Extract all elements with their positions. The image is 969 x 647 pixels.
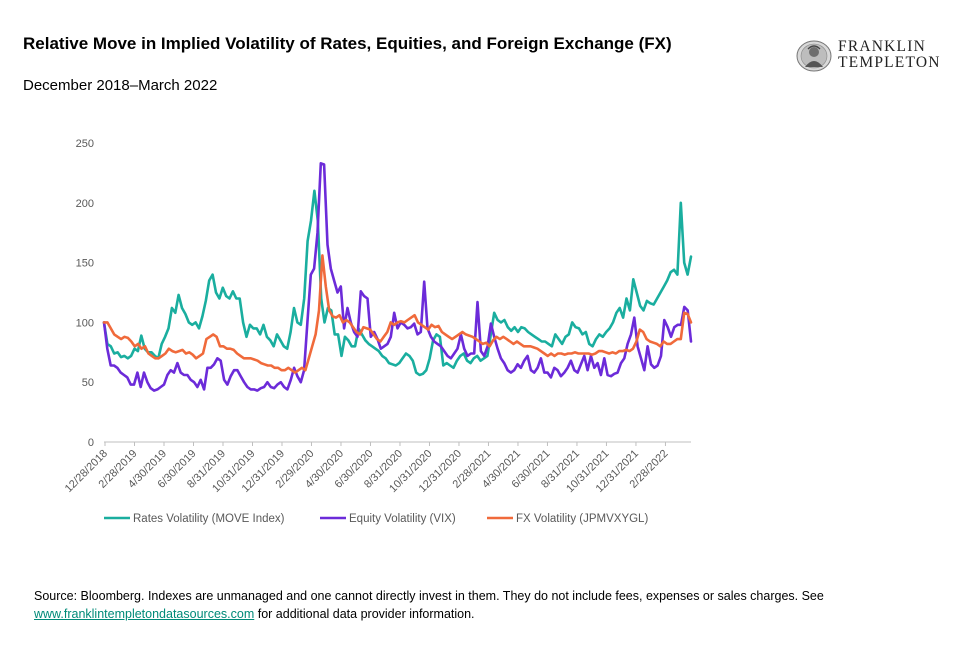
y-tick-label: 100: [76, 317, 94, 329]
y-tick-label: 150: [76, 258, 94, 270]
series-line-rates: [102, 189, 693, 377]
source-note: Source: Bloomberg. Indexes are unmanaged…: [34, 587, 934, 623]
source-text: Source: Bloomberg. Indexes are unmanaged…: [34, 589, 824, 603]
volatility-line-chart: 0 50 100 150 200 250 12/28/20182/28/20194/30/…: [63, 138, 693, 525]
series-layer: [102, 161, 693, 392]
data-sources-link[interactable]: www.franklintempletondatasources.com: [34, 607, 255, 621]
chart-title: Relative Move in Implied Volatility of R…: [23, 34, 672, 53]
y-tick-label: 0: [88, 437, 94, 449]
legend-label-rates: Rates Volatility (MOVE Index): [133, 513, 285, 525]
chart-subtitle: December 2018–March 2022: [23, 77, 218, 94]
series-line-fx: [102, 254, 693, 374]
series-line-equity: [102, 161, 693, 392]
legend-label-fx: FX Volatility (JPMVXYGL): [516, 513, 648, 525]
x-axis: 12/28/20182/28/20194/30/20196/30/20198/3…: [63, 441, 691, 495]
logo-line2: TEMPLETON: [838, 54, 941, 71]
chart-legend: Rates Volatility (MOVE Index) Equity Vola…: [104, 513, 648, 525]
logo-line1: FRANKLIN: [838, 38, 926, 55]
legend-label-equity: Equity Volatility (VIX): [349, 513, 456, 525]
y-tick-label: 50: [82, 377, 94, 389]
source-suffix: for additional data provider information…: [257, 607, 475, 621]
franklin-portrait-icon: [796, 40, 832, 72]
y-axis: 0 50 100 150 200 250: [76, 138, 94, 449]
y-tick-label: 200: [76, 198, 94, 210]
franklin-templeton-logo: FRANKLIN TEMPLETON: [796, 38, 956, 74]
y-tick-label: 250: [76, 138, 94, 150]
